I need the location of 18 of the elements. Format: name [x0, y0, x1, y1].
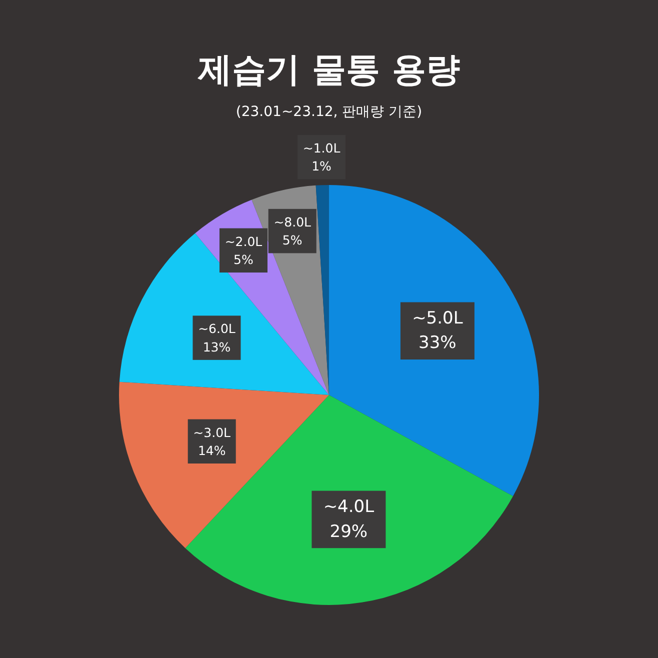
slice-label: ~6.0L	[198, 321, 236, 336]
data-label: 33%	[418, 333, 456, 354]
data-label: 29%	[330, 522, 368, 542]
slice-label: ~2.0L	[224, 234, 262, 249]
data-label: 5%	[282, 232, 302, 248]
chart-subtitle: (23.01~23.12, 판매량 기준)	[236, 104, 422, 120]
data-label: 5%	[234, 252, 254, 267]
pie-slice	[329, 185, 539, 496]
slice-label: ~8.0L	[274, 214, 312, 230]
slice-label: ~3.0L	[193, 424, 231, 440]
slice-label: ~1.0L	[302, 140, 340, 156]
data-label: 13%	[202, 339, 231, 354]
pie-slice	[185, 395, 514, 605]
data-label: 14%	[198, 442, 226, 458]
slice-label: ~4.0L	[323, 497, 375, 518]
slice-label: ~5.0L	[412, 308, 464, 329]
data-label: 1%	[312, 158, 332, 174]
chart-title: 제습기 물통 용량	[197, 50, 460, 90]
